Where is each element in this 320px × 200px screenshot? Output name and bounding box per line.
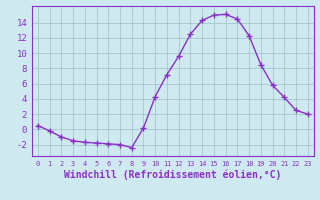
X-axis label: Windchill (Refroidissement éolien,°C): Windchill (Refroidissement éolien,°C) (64, 170, 282, 180)
